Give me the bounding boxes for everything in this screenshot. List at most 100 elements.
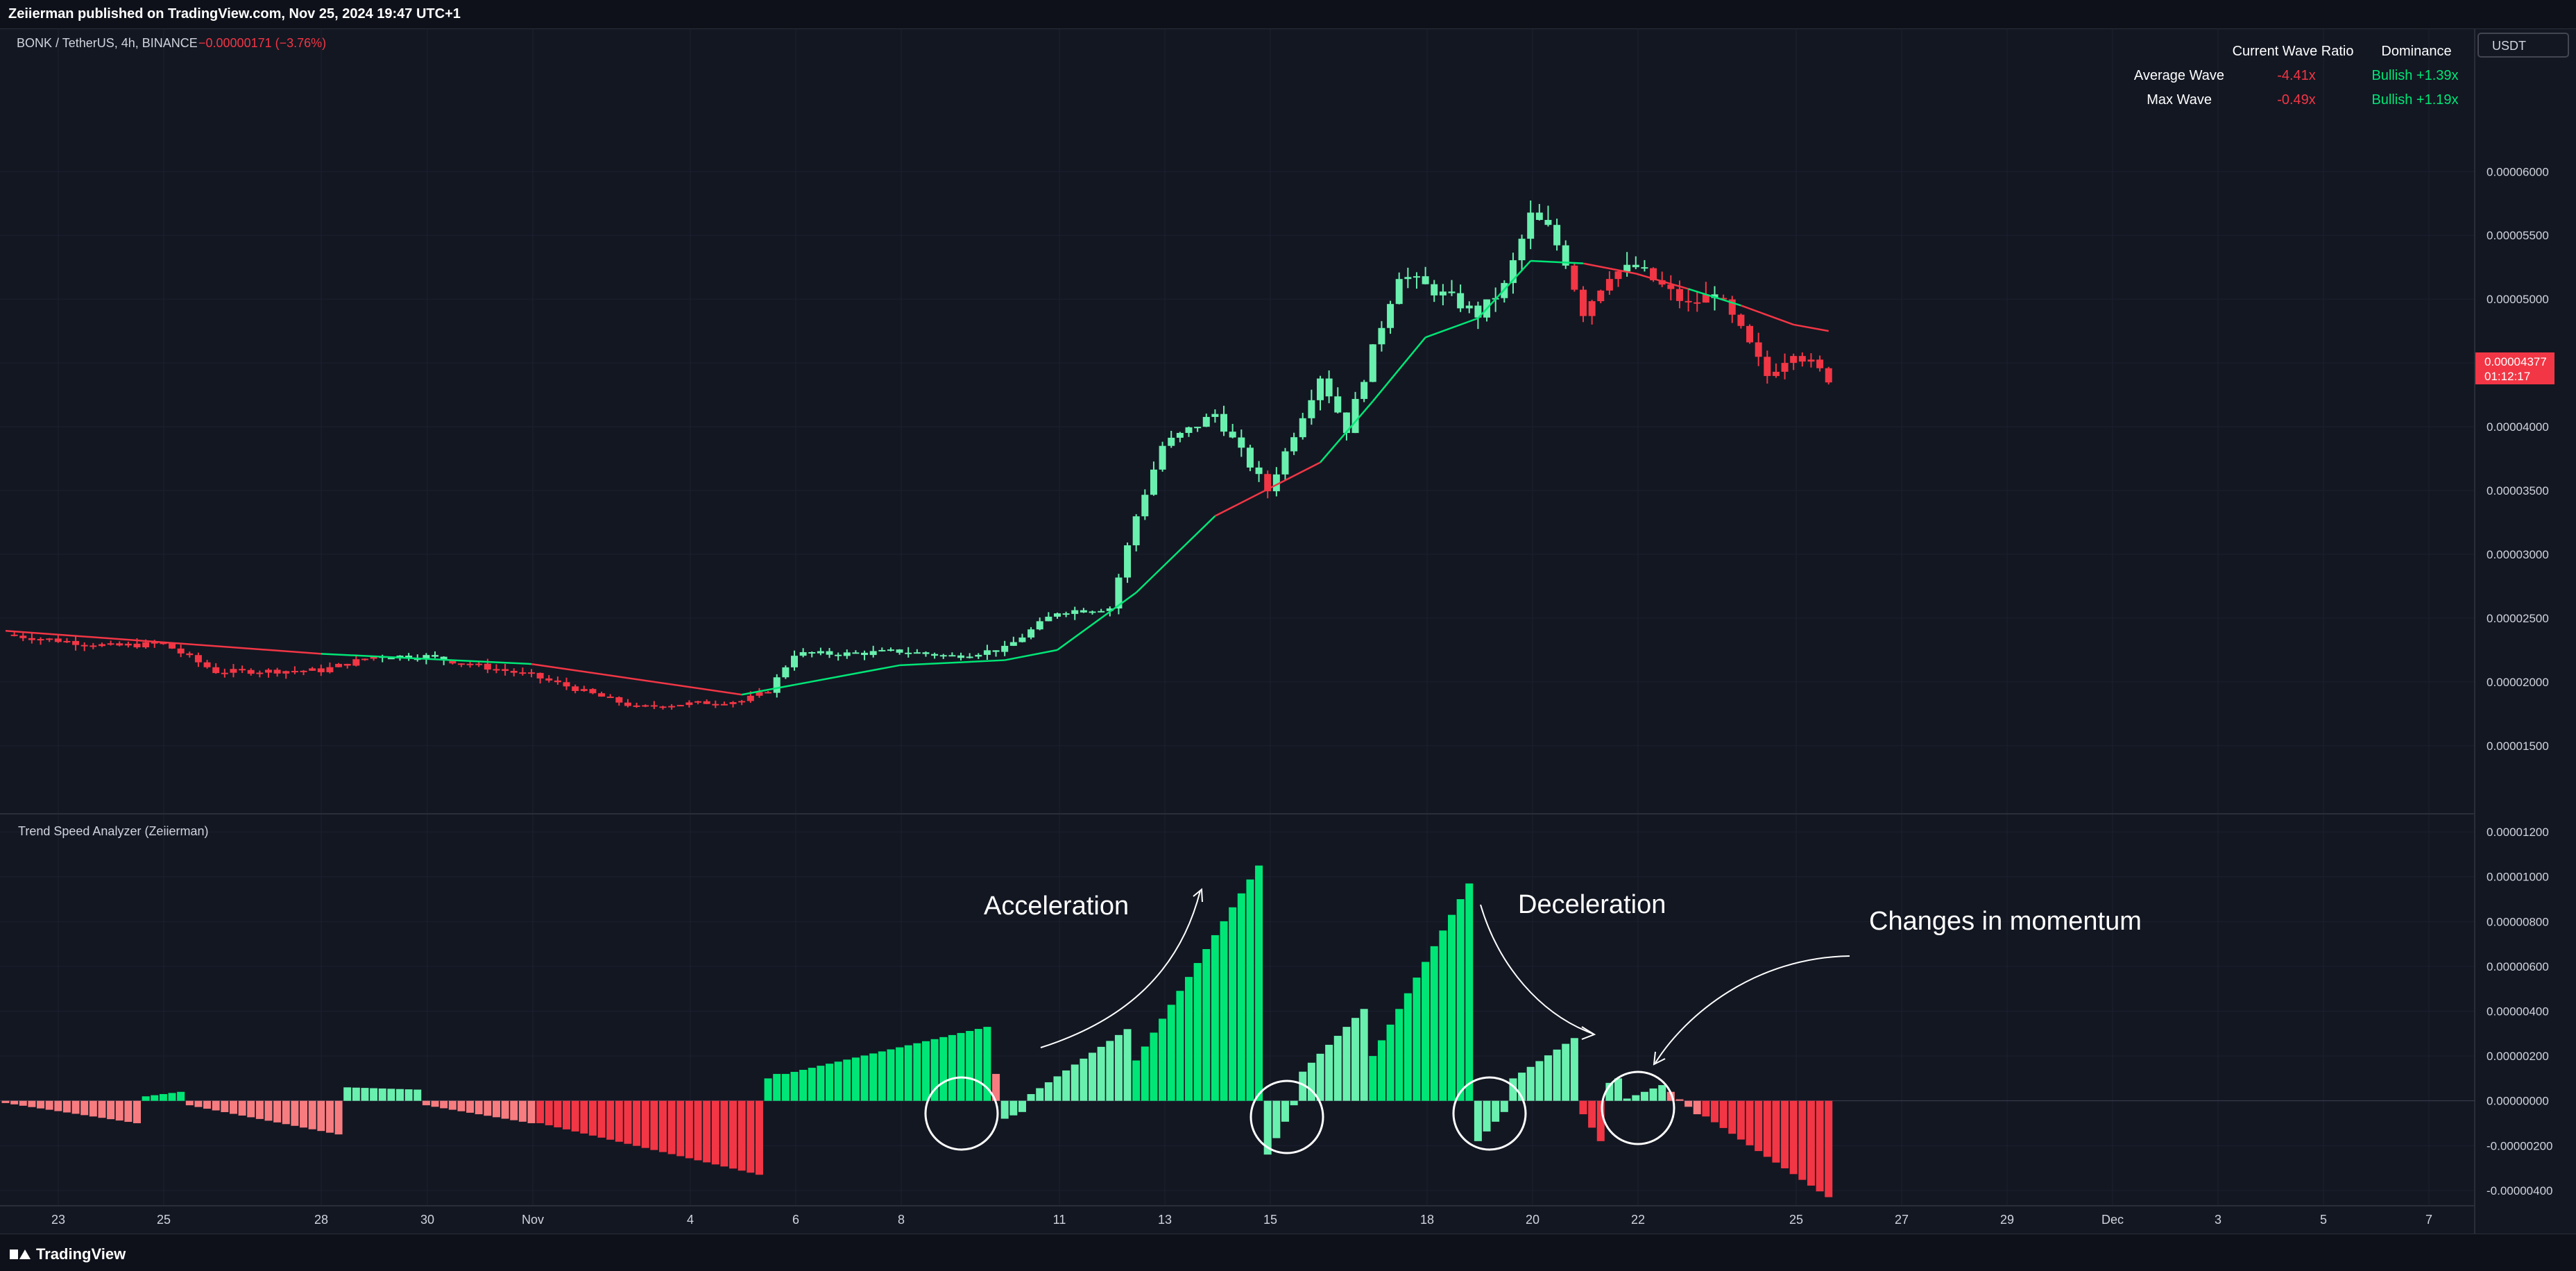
candle-body (1264, 474, 1272, 492)
candle-body (1387, 304, 1394, 328)
histogram-bar (1193, 963, 1202, 1101)
candle-body (791, 656, 798, 667)
currency-button[interactable]: USDT (2477, 33, 2569, 58)
histogram-bar (1570, 1038, 1578, 1101)
candle-body (352, 659, 360, 666)
candle-body (843, 652, 851, 656)
trend-line-segment (1477, 260, 1532, 319)
time-tick-label: 27 (1895, 1213, 1909, 1227)
candle-body (1369, 344, 1376, 382)
histogram-bar (1333, 1036, 1342, 1101)
candle-body (1334, 396, 1342, 413)
histogram-bar (580, 1100, 588, 1134)
candle-body (203, 662, 211, 667)
highlight-circle (1452, 1076, 1527, 1151)
candle-body (1255, 467, 1263, 475)
histogram-bar (1413, 978, 1421, 1101)
candle-body (405, 656, 413, 659)
candle-body (449, 660, 457, 664)
histogram-bar (457, 1100, 466, 1111)
candle-body (1623, 264, 1631, 272)
time-tick-label: 30 (420, 1213, 434, 1227)
trend-line-segment (321, 653, 532, 665)
histogram-bar (80, 1100, 89, 1116)
time-tick-label: 25 (1789, 1213, 1803, 1227)
histogram-bar (1465, 883, 1474, 1101)
histogram-bar (755, 1100, 763, 1175)
candle-body (738, 701, 746, 703)
indicator-title[interactable]: Trend Speed Analyzer (Zeiierman) (18, 824, 208, 838)
grid (0, 29, 2475, 1206)
table-row-dominance: Bullish +1.19x (2371, 92, 2458, 108)
histogram-bar (352, 1087, 360, 1101)
trend-line-segment (1004, 649, 1058, 661)
candle-body (1588, 301, 1596, 316)
candle-body (1465, 305, 1473, 309)
time-tick-label: 25 (157, 1213, 171, 1227)
candle-body (1641, 267, 1648, 269)
histogram-bar (1106, 1041, 1114, 1101)
candle-body (1124, 545, 1132, 578)
candle-body (1325, 378, 1333, 397)
histogram-bar (808, 1068, 816, 1101)
price-pane[interactable] (5, 200, 1832, 710)
histogram-bar (124, 1100, 133, 1123)
histogram-bar (992, 1073, 1000, 1101)
candle-body (992, 650, 1000, 652)
candle-body (89, 645, 97, 647)
candle-body (650, 705, 658, 707)
time-tick-label: 28 (314, 1213, 328, 1227)
candle-body (782, 667, 790, 678)
candle-body (1737, 314, 1745, 326)
candle-body (63, 640, 71, 642)
last-price-value: 0.00004377 (2484, 355, 2547, 368)
histogram-bar (1746, 1100, 1754, 1145)
histogram-bar (834, 1061, 842, 1101)
histogram-bar (1474, 1100, 1482, 1141)
histogram-bar (185, 1100, 194, 1106)
candle-body (440, 656, 447, 660)
histogram-bar (1518, 1073, 1526, 1101)
histogram-bar (720, 1100, 728, 1167)
price-tick-label: 0.00005000 (2487, 293, 2549, 306)
histogram-bar (194, 1100, 203, 1107)
annotation-acceleration: Acceleration (984, 892, 1129, 921)
osc-tick-label: 0.00000200 (2487, 1050, 2549, 1063)
candle-body (1027, 629, 1035, 638)
histogram-bar (817, 1066, 825, 1101)
candle-body (1720, 298, 1728, 300)
tradingview-logo[interactable]: TradingView (10, 1245, 126, 1263)
candle-body (1535, 212, 1543, 220)
histogram-bar (913, 1043, 921, 1101)
candle-body (475, 663, 483, 665)
time-tick-label: 5 (2320, 1213, 2327, 1227)
histogram-bar (1448, 914, 1456, 1101)
candle-body (1746, 325, 1754, 343)
histogram-bar (440, 1100, 448, 1109)
histogram-bar (291, 1100, 299, 1126)
candle-body (1764, 357, 1771, 376)
candle-body (756, 692, 763, 696)
candle-body (563, 682, 570, 687)
histogram-bar (325, 1100, 334, 1133)
candle-body (1658, 280, 1666, 285)
candle-body (703, 701, 710, 704)
histogram-bar (1711, 1100, 1718, 1123)
candle-body (1694, 302, 1701, 304)
candle-body (343, 663, 351, 666)
time-tick-label: 8 (898, 1213, 905, 1227)
time-tick-label: 13 (1158, 1213, 1172, 1227)
candle-body (712, 703, 719, 706)
histogram-bar (151, 1095, 159, 1101)
oscillator-pane[interactable] (0, 865, 2475, 1197)
chart-canvas[interactable]: 23 25 28 30 Nov 4 6 8 11 13 15 18 20 22 25 27 29 Dec 3 5 7 0.… (0, 29, 2576, 1234)
symbol-title[interactable]: BONK / TetherUS, 4h, BINANCE (17, 36, 198, 50)
histogram-bar (1614, 1078, 1623, 1101)
histogram-bar (939, 1037, 948, 1101)
histogram-bar (1000, 1100, 1009, 1119)
candle-body (615, 697, 623, 703)
trend-line-segment (1530, 259, 1584, 264)
histogram-bar (510, 1100, 518, 1120)
histogram-bar (1439, 930, 1447, 1101)
histogram-bar (904, 1045, 912, 1101)
